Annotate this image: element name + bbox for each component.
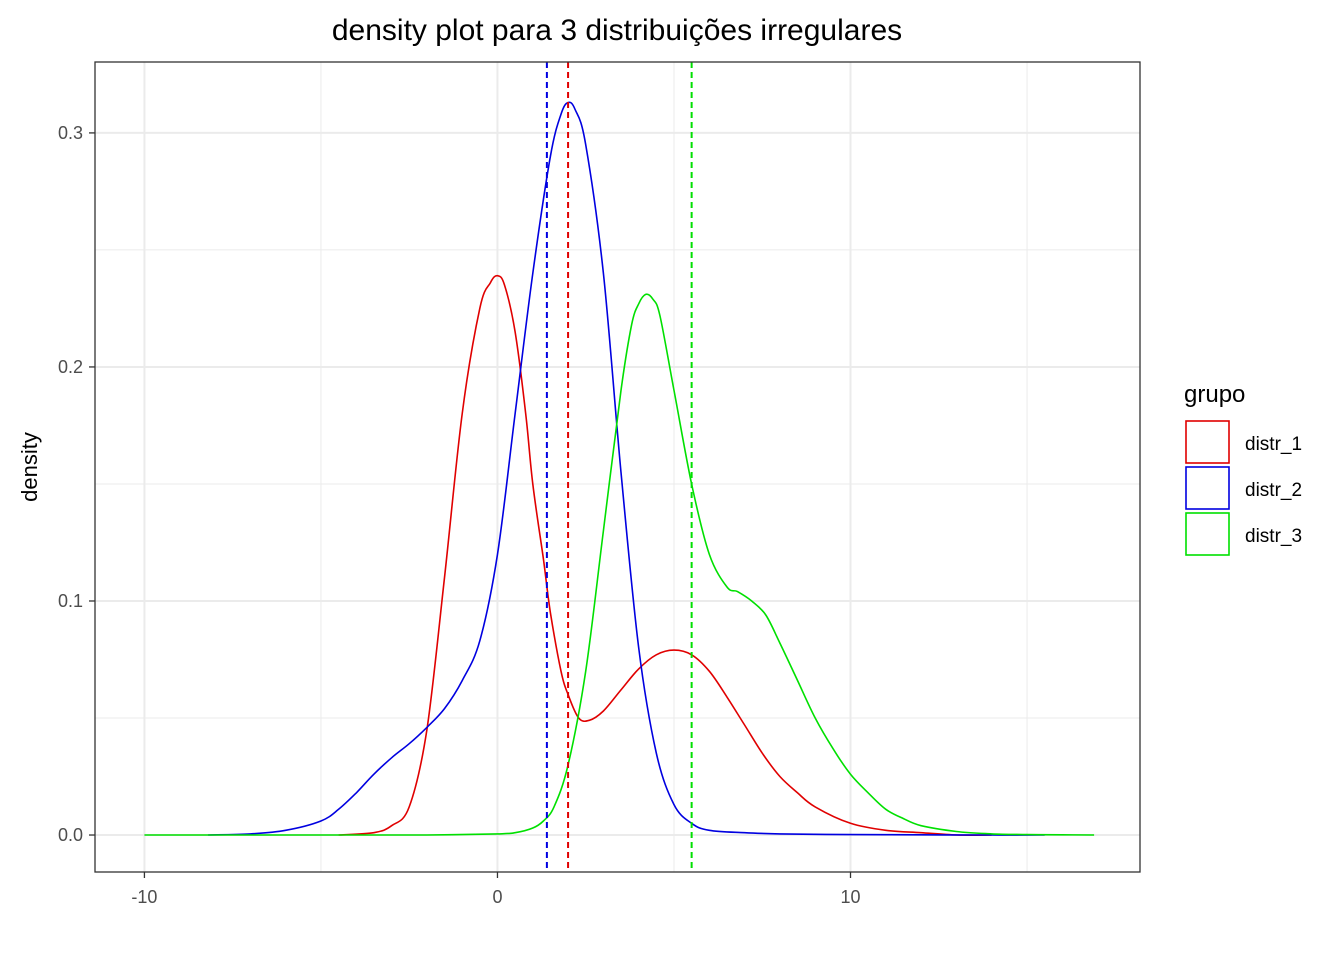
x-axis: -10 0 10: [131, 872, 861, 907]
legend: grupo distr_1 distr_2 distr_3: [1184, 381, 1302, 556]
y-tick-label: 0.3: [58, 123, 83, 143]
y-axis-title: density: [17, 432, 42, 502]
plot-panel: [95, 62, 1140, 872]
series-layer: [144, 101, 1095, 836]
minor-gridlines: [95, 62, 1140, 872]
x-tick-label: -10: [131, 887, 157, 907]
y-tick-label: 0.0: [58, 825, 83, 845]
y-tick-label: 0.1: [58, 591, 83, 611]
legend-label-distr_2: distr_2: [1245, 480, 1302, 501]
legend-key-distr_2: [1185, 466, 1230, 510]
chart-title: density plot para 3 distribuições irregu…: [332, 14, 902, 47]
density-line-distr_3: [144, 293, 1095, 836]
legend-label-distr_3: distr_3: [1245, 526, 1302, 547]
density-line-distr_1: [338, 274, 992, 836]
x-tick-label: 0: [492, 887, 502, 907]
x-tick-label: 10: [840, 887, 860, 907]
legend-key-distr_3: [1185, 512, 1230, 556]
y-tick-label: 0.2: [58, 357, 83, 377]
legend-label-distr_1: distr_1: [1245, 434, 1302, 455]
legend-title: grupo: [1184, 381, 1245, 408]
legend-items: distr_1 distr_2 distr_3: [1185, 420, 1302, 556]
density-line-distr_2: [207, 101, 1045, 836]
y-axis: 0.0 0.1 0.2 0.3: [58, 123, 95, 845]
legend-key-distr_1: [1185, 420, 1230, 464]
mean-lines: [545, 62, 693, 872]
plot-panel-border: [94, 61, 1141, 873]
